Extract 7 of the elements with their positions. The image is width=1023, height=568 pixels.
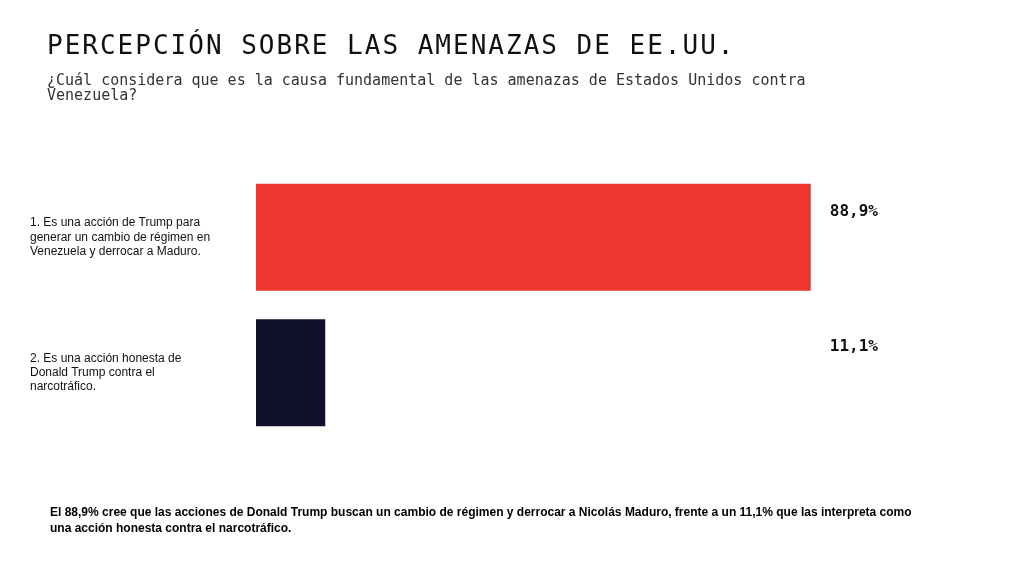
text: El 88,9% cree que las acciones de Donald Trump buscan un cambio de régimen y derrocar a Nicolás Maduro, frente a un 11,1% que las interpreta como una acción honesta contra el narcotráfico. [50,504,913,536]
data-label: 11,1% [829,336,879,356]
data-label: 88,9% [829,200,879,220]
y-tick-label: 2. Es una acción honesta de Donald Trump contra el narcotráfico. [30,350,182,394]
chart-title: PERCEPCIÓN SOBRE LAS AMENAZAS DE EE.UU. [47,30,736,60]
y-tick-label: 1. Es una acción de Trump para generar un cambio de régimen en Venezuela y derrocar a Maduro. [30,215,211,259]
chart-subtitle: ¿Cuál considera que es la causa fundamental de las amenazas de Estados Unidos contra Venezuela? [47,71,807,104]
